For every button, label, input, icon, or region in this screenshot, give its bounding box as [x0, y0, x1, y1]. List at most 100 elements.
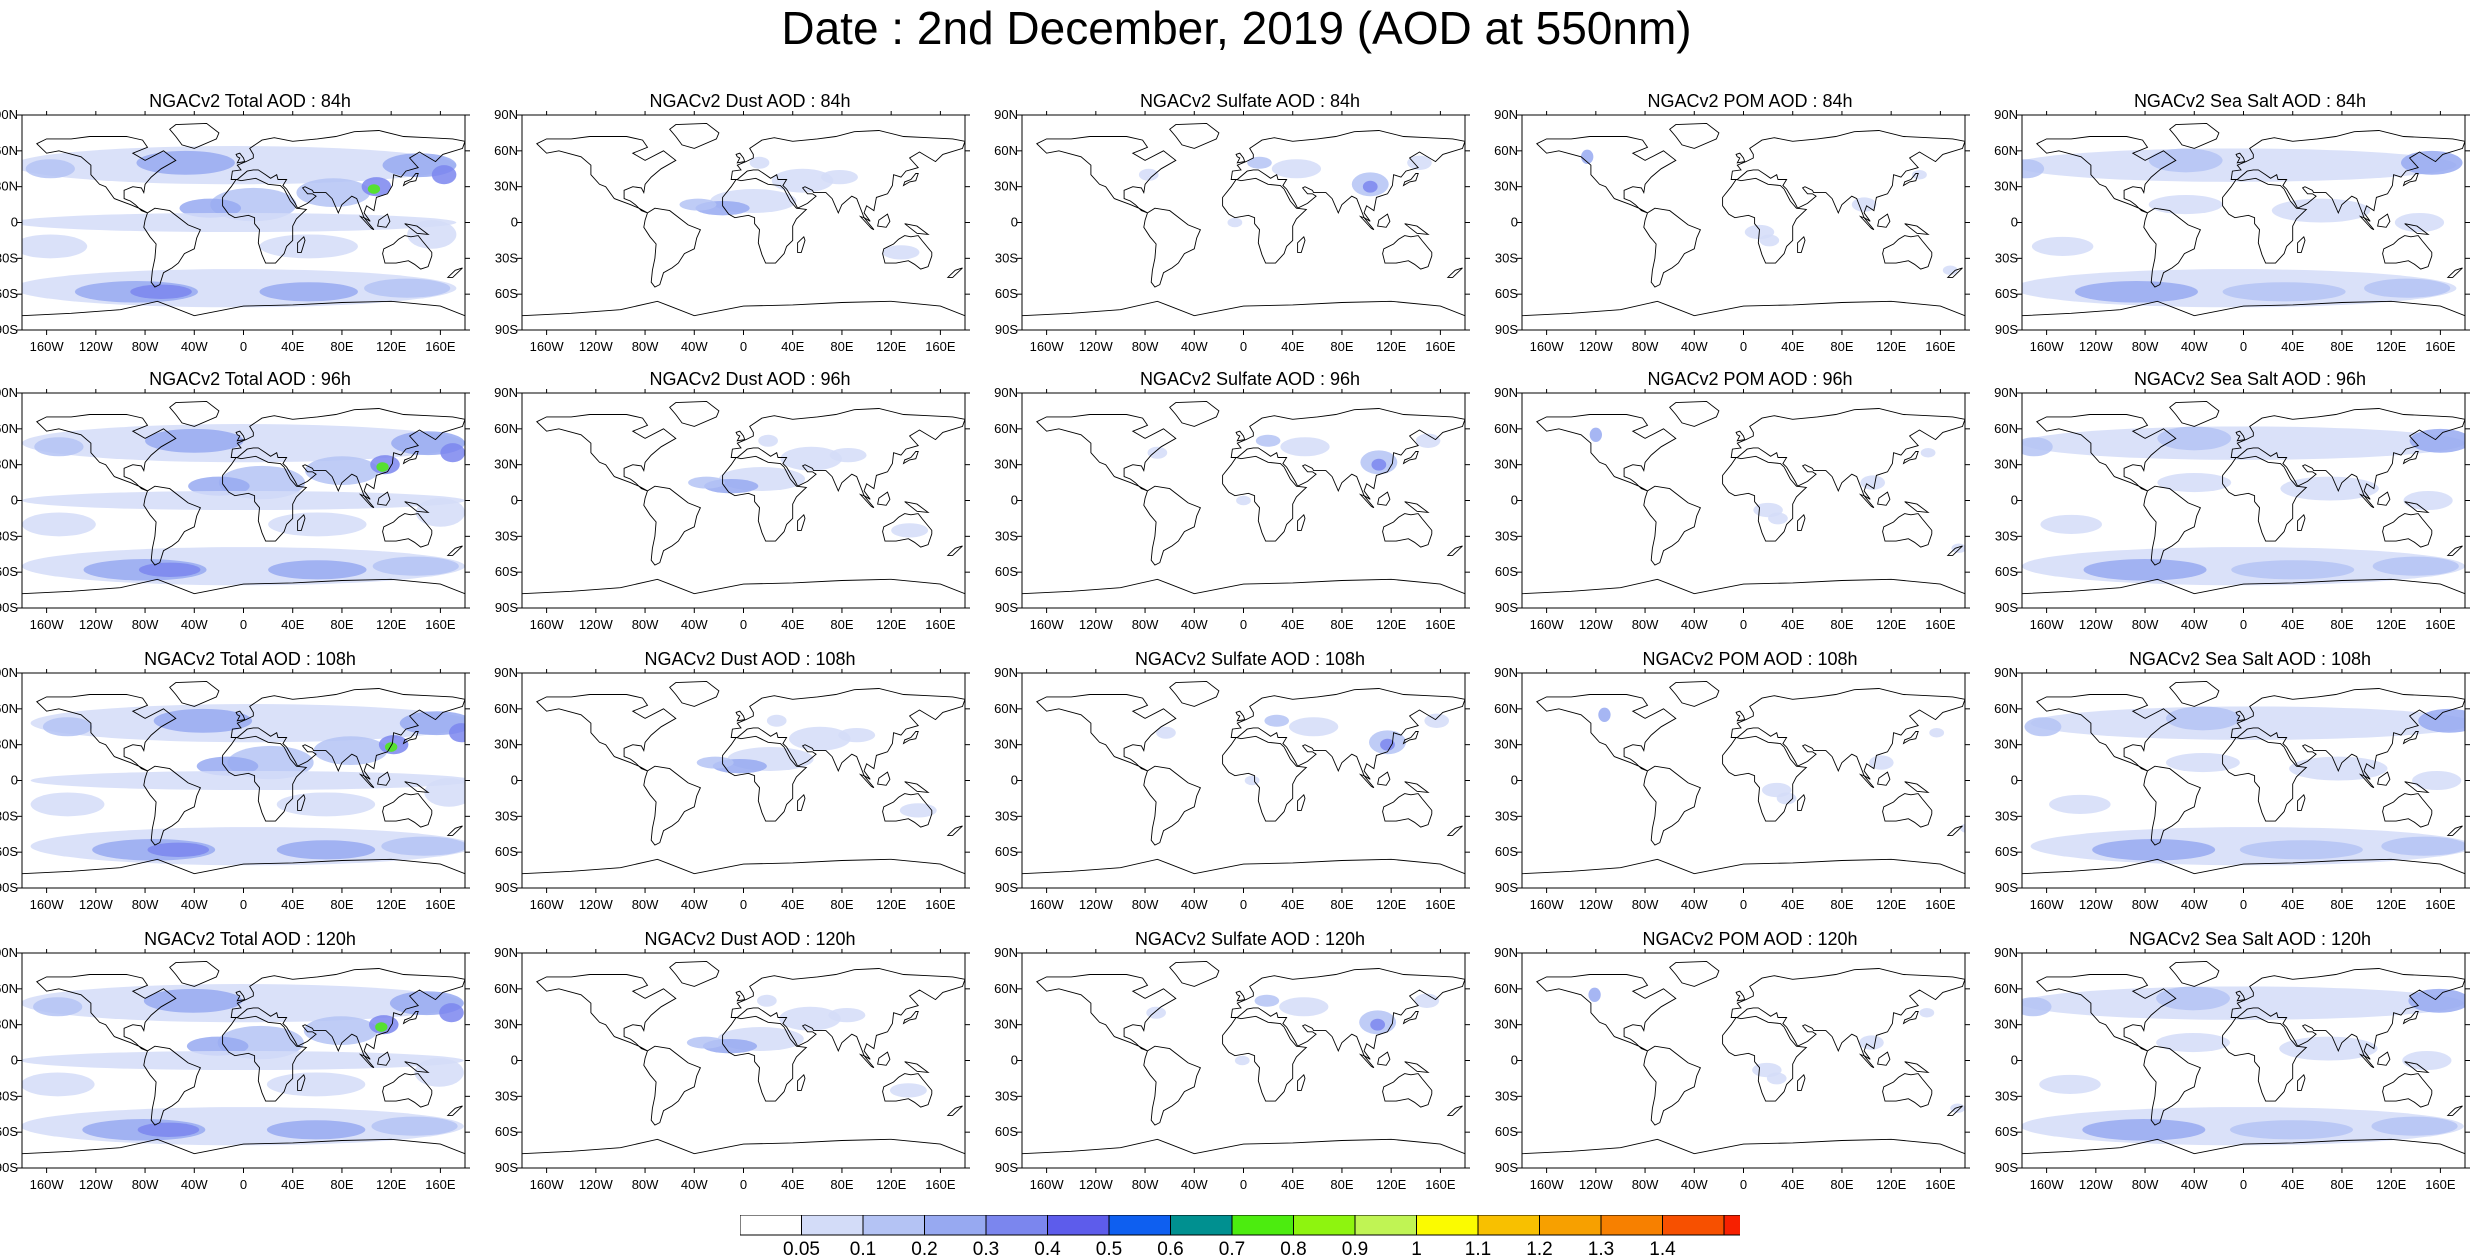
lon-label: 120E: [376, 339, 407, 354]
coastline-eurasia: [230, 688, 465, 780]
colorbar-box: [801, 1215, 864, 1236]
aod-patch: [1919, 1007, 1935, 1018]
coastline-borneo: [877, 213, 891, 228]
map-panel: NGACv2 Sea Salt AOD : 108h 160W 120W 80W 40W…: [1994, 648, 2473, 918]
aod-patch: [2289, 756, 2388, 781]
coastline-south-america: [1143, 207, 1202, 288]
lat-label: 30N: [1994, 179, 2018, 194]
lat-label: 0: [1511, 493, 1518, 508]
lon-label: 80E: [1330, 897, 1353, 912]
aod-patch: [415, 498, 465, 527]
aod-patch: [758, 434, 778, 447]
coastline-borneo: [2377, 771, 2391, 786]
lat-label: 0: [511, 773, 518, 788]
lon-label: 160E: [1425, 339, 1456, 354]
coastline-antarctica-coast: [522, 858, 965, 875]
coastline-south-america: [1643, 765, 1702, 846]
lon-label: 80W: [2132, 897, 2159, 912]
coastline-antarctica-coast: [1522, 1138, 1965, 1155]
lon-label: 160E: [425, 617, 456, 632]
coastline-new-guinea: [1404, 223, 1430, 236]
coastline-australia: [1382, 235, 1433, 270]
lat-label: 60N: [0, 701, 18, 716]
coastline-japan: [1402, 173, 1419, 187]
lat-label: 90N: [1994, 945, 2018, 960]
lat-label: 30N: [1494, 737, 1518, 752]
coastline-new-zealand: [1446, 267, 1463, 278]
lat-label: 90N: [0, 665, 18, 680]
aod-patch: [34, 437, 84, 457]
coastline-greenland: [669, 680, 720, 707]
lat-label: 30N: [0, 737, 18, 752]
lon-label: 40W: [1681, 1177, 1708, 1192]
world-map: 160W 120W 80W 40W 0 40E 80E 120E 160E 90N 60N 30N 0 3…: [1994, 665, 2470, 912]
lon-label: 120W: [579, 1177, 614, 1192]
lat-label: 90N: [1494, 385, 1518, 400]
aod-patch: [137, 1122, 200, 1137]
coastline-africa: [722, 455, 808, 542]
aod-patch: [891, 523, 929, 538]
aod-patch: [1289, 717, 1339, 737]
coastline-australia: [1882, 1073, 1933, 1108]
aod-patch: [2371, 1116, 2458, 1136]
coastline-sumatra: [2358, 773, 2375, 789]
colorbar-label: 0.6: [1157, 1239, 1183, 1260]
lat-label: 30S: [1995, 250, 2018, 265]
lon-label: 80W: [132, 1177, 159, 1192]
lon-label: 0: [240, 1177, 247, 1192]
lat-label: 60N: [494, 981, 518, 996]
lon-label: 40W: [1181, 339, 1208, 354]
coastline-japan: [2402, 1011, 2419, 1025]
map-panel: NGACv2 Dust AOD : 84h 160W 120W 80W 40W 0 40E 8…: [494, 90, 1000, 360]
lon-label: 160W: [530, 897, 565, 912]
aod-patch: [440, 443, 465, 463]
lon-label: 40W: [681, 897, 708, 912]
coastline-greenland: [669, 400, 720, 427]
aod-patch: [749, 156, 770, 169]
lon-label: 0: [240, 617, 247, 632]
coastline-north-america: [2036, 414, 2177, 492]
lon-label: 120E: [876, 617, 907, 632]
coastline-south-america: [1643, 485, 1702, 566]
coastline-new-zealand: [446, 1105, 463, 1116]
coastline-antarctica-coast: [22, 300, 465, 317]
map-frame: [521, 114, 966, 331]
lat-label: 60S: [1495, 1124, 1518, 1139]
aod-patch: [22, 512, 96, 537]
lon-label: 120W: [1079, 897, 1114, 912]
lon-label: 160W: [2030, 617, 2065, 632]
coastline-north-america: [536, 414, 677, 492]
aod-patch: [143, 988, 243, 1013]
aod-patch: [385, 742, 398, 752]
lon-label: 120E: [1876, 339, 1907, 354]
aod-patch: [828, 1007, 866, 1023]
coastline-eurasia: [1730, 688, 1965, 780]
coastline-eurasia: [1730, 408, 1965, 500]
colorbar-box: [1600, 1215, 1663, 1236]
coastline-new-guinea: [1904, 781, 1930, 794]
lat-label: 90S: [1495, 322, 1518, 337]
lon-label: 0: [240, 897, 247, 912]
coastline-antarctica-coast: [2022, 578, 2465, 595]
coastline-africa: [1722, 177, 1808, 264]
lat-label: 0: [2011, 773, 2018, 788]
aod-patch: [2157, 473, 2232, 493]
coastline-sumatra: [1358, 215, 1375, 231]
lon-label: 40E: [2281, 617, 2304, 632]
lon-label: 40W: [681, 1177, 708, 1192]
coastline-africa: [1222, 1015, 1308, 1102]
aod-patch: [1588, 987, 1601, 1002]
colorbar-box: [924, 1215, 987, 1236]
aod-patch: [22, 234, 88, 259]
coastline-uk: [1235, 430, 1246, 442]
map-frame: [521, 952, 966, 1169]
lon-label: 40W: [2181, 897, 2208, 912]
lon-label: 120W: [579, 617, 614, 632]
lon-label: 160E: [1925, 897, 1956, 912]
colorbar-label: 1.2: [1526, 1239, 1552, 1260]
coastline-uk: [235, 990, 246, 1002]
aod-patch: [2039, 1074, 2101, 1094]
aod-patch: [1244, 775, 1260, 786]
aod-patch: [1768, 512, 1788, 525]
world-map: 160W 120W 80W 40W 0 40E 80E 120E 160E 90N 60N 30N 0 3…: [1994, 107, 2470, 354]
